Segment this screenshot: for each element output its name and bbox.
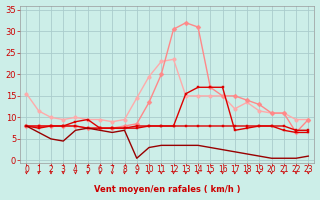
X-axis label: Vent moyen/en rafales ( km/h ): Vent moyen/en rafales ( km/h ) [94, 185, 241, 194]
